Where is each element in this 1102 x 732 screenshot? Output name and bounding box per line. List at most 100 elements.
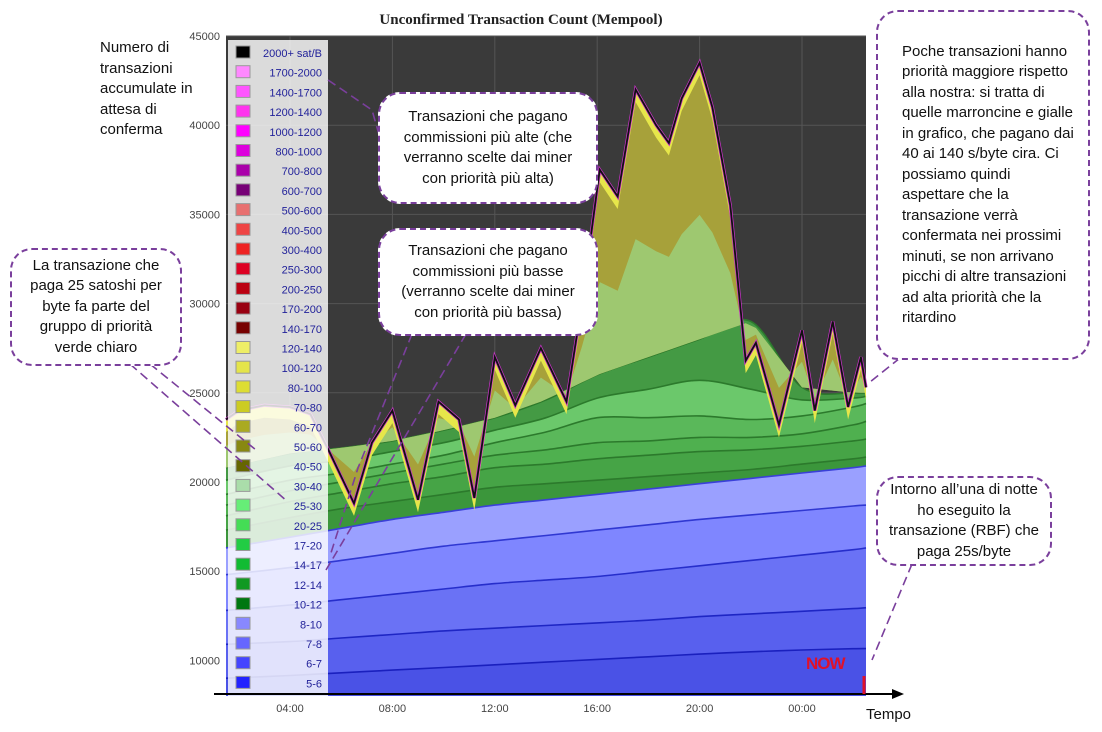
now-label: NOW	[806, 654, 846, 673]
legend-label: 25-30	[294, 501, 322, 513]
legend-swatch	[235, 45, 251, 59]
legend-swatch	[235, 163, 251, 177]
band-edge-8-10	[225, 504, 867, 576]
callout-priority: Poche transazioni hanno priorità maggior…	[876, 10, 1090, 360]
legend-swatch	[235, 419, 251, 433]
band-40-140	[226, 62, 866, 504]
legend-label: 6-7	[306, 659, 322, 671]
x-tick-label: 04:00	[276, 703, 304, 715]
x-axis-label: Tempo	[866, 706, 912, 723]
legend-swatch	[235, 636, 251, 650]
y-tick-label: 30000	[189, 299, 220, 311]
legend-label: 800-1000	[276, 147, 323, 159]
leader-high-fees	[327, 79, 381, 139]
legend-label: 80-100	[288, 383, 322, 395]
legend-swatch	[235, 577, 251, 591]
legend-label: 2000+ sat/B	[263, 48, 322, 60]
legend-label: 8-10	[300, 619, 322, 631]
band-edge-5-6	[225, 647, 867, 679]
legend-label: 700-800	[282, 166, 322, 178]
legend-swatch	[235, 616, 251, 630]
band-edge-7-8	[225, 547, 867, 612]
x-tick-label: 08:00	[379, 703, 407, 715]
legend: 2000+ sat/B 1700-2000 1400-1700 1200-1400 10…	[228, 40, 328, 696]
legend-label: 30-40	[294, 481, 322, 493]
legend-swatch	[235, 262, 251, 276]
legend-swatch	[235, 439, 251, 453]
legend-swatch	[235, 538, 251, 551]
legend-label: 300-400	[282, 245, 322, 257]
legend-label: 170-200	[282, 304, 322, 316]
legend-swatch	[235, 301, 251, 315]
x-tick-label: 12:00	[481, 703, 509, 715]
x-tick-label: 20:00	[686, 703, 714, 715]
legend-label: 40-50	[294, 462, 322, 474]
legend-swatch	[235, 65, 251, 79]
legend-swatch	[235, 321, 251, 335]
band-5-6	[226, 648, 866, 696]
legend-label: 60-70	[294, 422, 322, 434]
legend-label: 600-700	[282, 186, 322, 198]
band-30-60-highlight	[226, 214, 866, 472]
legend-label: 400-500	[282, 225, 322, 237]
legend-label: 250-300	[282, 265, 322, 277]
legend-swatch	[235, 675, 251, 689]
leader-priority	[869, 357, 901, 383]
y-tick-label: 10000	[189, 655, 220, 667]
legend-label: 100-120	[282, 363, 322, 375]
leader-rbf	[871, 563, 913, 661]
x-tick-label: 00:00	[788, 703, 816, 715]
legend-swatch	[235, 459, 251, 473]
legend-swatch	[235, 203, 251, 217]
legend-swatch	[235, 380, 251, 394]
legend-label: 7-8	[306, 639, 322, 651]
band-edge-10-12	[225, 465, 867, 549]
legend-swatch	[235, 281, 251, 295]
y-axis-note: Numero di transazioni accumulate in atte…	[100, 39, 193, 138]
callout-high-fees: Transazioni che pagano commissioni più a…	[378, 92, 598, 204]
legend-label: 14-17	[294, 560, 322, 572]
callout-our-tx: La transazione che paga 25 satoshi per b…	[10, 248, 182, 366]
legend-swatch	[235, 104, 251, 118]
legend-label: 20-25	[294, 521, 322, 533]
leader-our-tx-1	[149, 363, 257, 451]
legend-swatch	[235, 183, 251, 197]
legend-swatch	[235, 498, 251, 512]
legend-label: 500-600	[282, 206, 322, 218]
y-tick-label: 25000	[189, 388, 220, 400]
y-tick-label: 35000	[189, 209, 220, 221]
legend-label: 1200-1400	[269, 107, 322, 119]
legend-label: 1400-1700	[269, 87, 322, 99]
legend-swatch	[235, 400, 251, 414]
legend-swatch	[235, 360, 251, 374]
legend-label: 10-12	[294, 600, 322, 612]
legend-label: 5-6	[306, 678, 322, 690]
legend-swatch	[235, 144, 251, 157]
axis-ticks: 10000 15000 20000 25000 30000 35000 40000 45000…	[189, 31, 815, 715]
legend-swatch	[235, 557, 251, 571]
legend-swatch	[235, 222, 251, 236]
leader-low-fees-1	[329, 333, 413, 557]
band-edge-14-17	[225, 438, 867, 517]
legend-label: 50-60	[294, 442, 322, 454]
legend-label: 1700-2000	[269, 68, 322, 80]
band-edge-12-14	[225, 456, 867, 531]
legend-label: 70-80	[294, 403, 322, 415]
y-tick-label: 40000	[189, 120, 220, 132]
legend-swatch	[235, 84, 251, 98]
leader-low-fees-2	[325, 333, 467, 571]
legend-label: 17-20	[294, 541, 322, 553]
legend-swatch	[235, 518, 251, 532]
legend-swatch	[235, 124, 251, 138]
y-tick-label: 45000	[189, 31, 220, 43]
legend-label: 120-140	[282, 344, 322, 356]
legend-swatch	[235, 341, 251, 354]
y-tick-label: 15000	[189, 566, 220, 578]
callout-rbf: Intorno all’una di notte ho eseguito la …	[876, 476, 1052, 566]
callout-leaders	[129, 79, 913, 661]
legend-label: 12-14	[294, 580, 322, 592]
leader-our-tx-2	[129, 363, 289, 503]
x-tick-label: 16:00	[583, 703, 611, 715]
chart-title: Unconfirmed Transaction Count (Mempool)	[379, 12, 662, 28]
x-axis-arrowhead	[892, 689, 904, 699]
